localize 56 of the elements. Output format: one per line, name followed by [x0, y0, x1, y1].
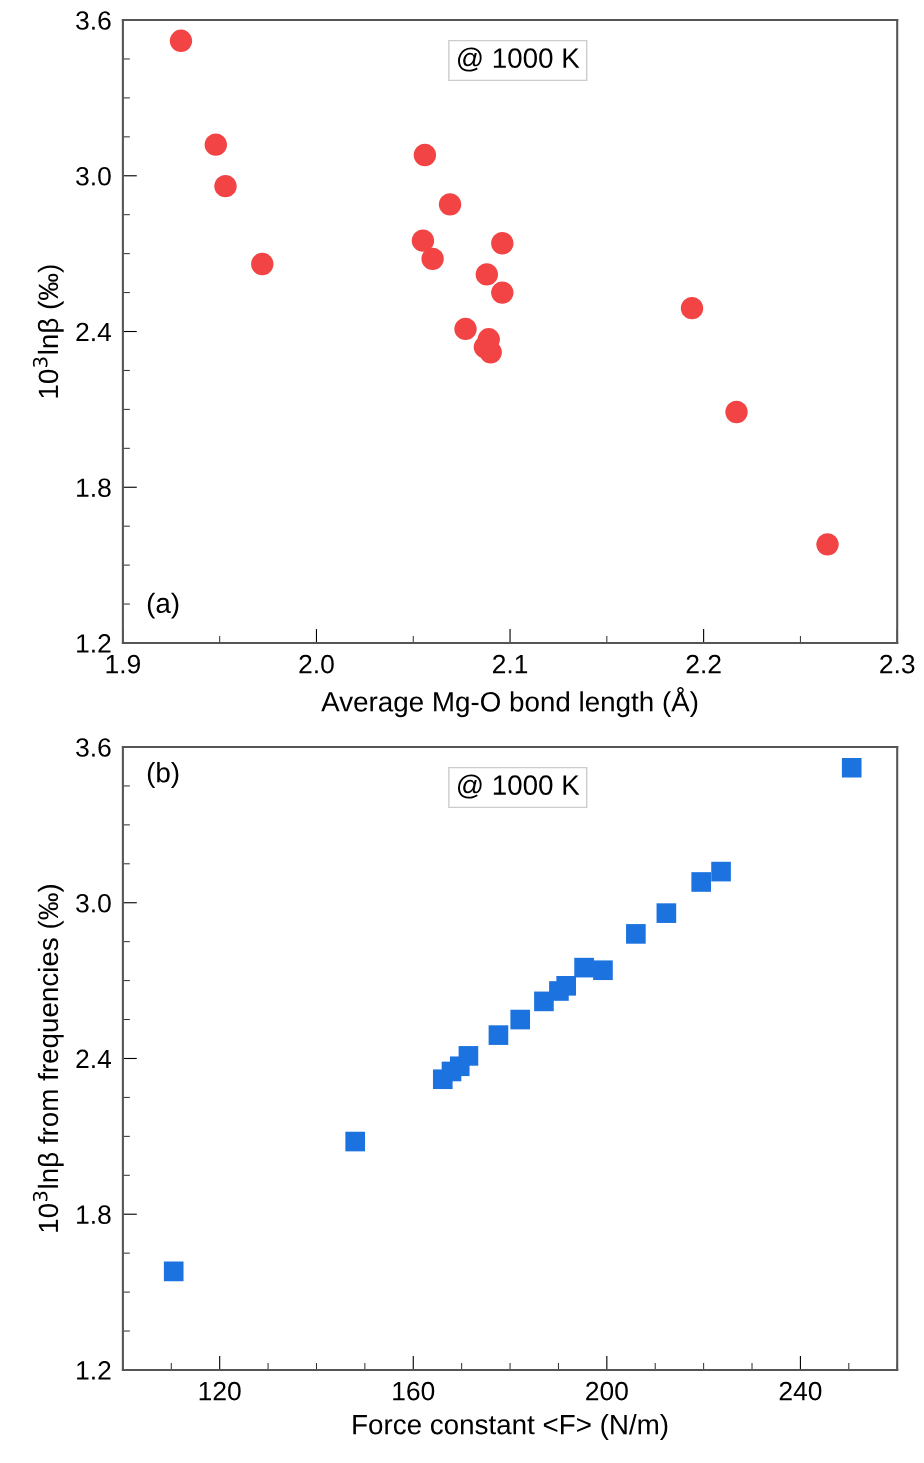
x-axis-title: Force constant <F> (N/m) [353, 1414, 668, 1440]
y-tick-label: 2.4 [76, 1049, 112, 1069]
point [345, 1131, 366, 1152]
point [680, 296, 704, 320]
point [214, 174, 237, 198]
point [656, 903, 677, 923]
point [491, 281, 514, 304]
x-tick-label: 2.1 [493, 654, 528, 674]
x-tick-label: 1.9 [106, 654, 140, 674]
point [413, 143, 437, 167]
point [491, 232, 514, 255]
y-tick-label: 3.0 [76, 166, 111, 186]
point [626, 924, 646, 944]
point [438, 193, 462, 216]
annotation: (b) [147, 762, 179, 788]
point [479, 341, 502, 364]
y-tick-label: 1.8 [77, 1205, 111, 1225]
annotation: (a) [147, 592, 179, 619]
point [251, 252, 274, 276]
point [169, 29, 193, 53]
x-tick-label: 240 [779, 1381, 822, 1401]
point [725, 400, 748, 424]
y-tick-label: 2.4 [76, 322, 112, 342]
point [593, 960, 613, 981]
x-tick-label: 2.2 [686, 654, 721, 674]
point [711, 861, 731, 882]
y-tick-label: 1.2 [77, 634, 111, 653]
point [204, 133, 228, 156]
x-axis-title: Average Mg-O bond length (Å) [321, 687, 698, 718]
y-tick-label: 1.2 [77, 1361, 111, 1380]
point [421, 247, 444, 271]
y-tick-label: 1.8 [77, 478, 111, 498]
x-tick-label: 200 [586, 1381, 628, 1401]
y-axis-title: 10$^{3}$lnβ from frequencies (‰) [32, 885, 64, 1232]
y-tick-label: 3.0 [76, 893, 111, 913]
x-tick-label: 2.0 [299, 654, 334, 674]
y-tick-label: 3.6 [76, 11, 111, 30]
point [411, 229, 435, 252]
x-tick-label: 2.3 [880, 654, 915, 674]
point [488, 1025, 509, 1045]
x-tick-label: 120 [199, 1381, 241, 1401]
point [841, 757, 862, 778]
annotation: @ 1000 K [458, 774, 580, 799]
point [556, 975, 577, 996]
point [454, 317, 477, 341]
annotation: @ 1000 K [458, 47, 580, 72]
point [816, 533, 839, 556]
point [475, 263, 499, 286]
y-axis-title: 10$^{3}$lnβ (‰) [32, 265, 64, 398]
point [691, 872, 712, 892]
point [458, 1046, 479, 1066]
x-tick-label: 160 [393, 1381, 435, 1401]
point [574, 957, 594, 978]
y-tick-label: 3.6 [76, 738, 111, 757]
point [163, 1261, 184, 1282]
point [510, 1009, 531, 1030]
